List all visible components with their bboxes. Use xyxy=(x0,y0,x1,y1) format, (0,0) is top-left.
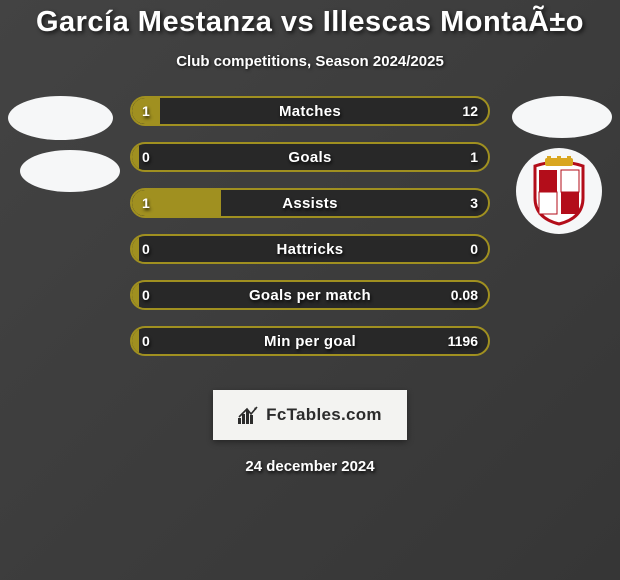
team-logo-left-1 xyxy=(8,96,113,140)
date-text: 24 december 2024 xyxy=(0,458,620,475)
page-title: García Mestanza vs Illescas MontaÃ±o xyxy=(0,0,620,39)
stat-bars: 112Matches 01Goals 13Assists 00Hattricks 00.… xyxy=(130,96,490,372)
stat-row: 00Hattricks xyxy=(130,234,490,264)
fctables-logo-icon xyxy=(238,406,260,424)
stat-label: Matches xyxy=(132,98,488,124)
brand-badge: FcTables.com xyxy=(213,390,407,440)
stat-label: Hattricks xyxy=(132,236,488,262)
stat-row: 01196Min per goal xyxy=(130,326,490,356)
brand-text: FcTables.com xyxy=(266,405,382,425)
stat-label: Goals per match xyxy=(132,282,488,308)
stat-row: 112Matches xyxy=(130,96,490,126)
algeciras-crest-icon xyxy=(516,148,602,234)
team-logo-right-1 xyxy=(512,96,612,138)
stat-label: Assists xyxy=(132,190,488,216)
stat-row: 13Assists xyxy=(130,188,490,218)
subtitle: Club competitions, Season 2024/2025 xyxy=(0,53,620,70)
team-logo-right-2 xyxy=(516,148,602,234)
team-logo-left-2 xyxy=(20,150,120,192)
stat-label: Goals xyxy=(132,144,488,170)
stat-row: 01Goals xyxy=(130,142,490,172)
stat-row: 00.08Goals per match xyxy=(130,280,490,310)
stat-label: Min per goal xyxy=(132,328,488,354)
comparison-arena: 112Matches 01Goals 13Assists 00Hattricks 00.… xyxy=(0,96,620,376)
